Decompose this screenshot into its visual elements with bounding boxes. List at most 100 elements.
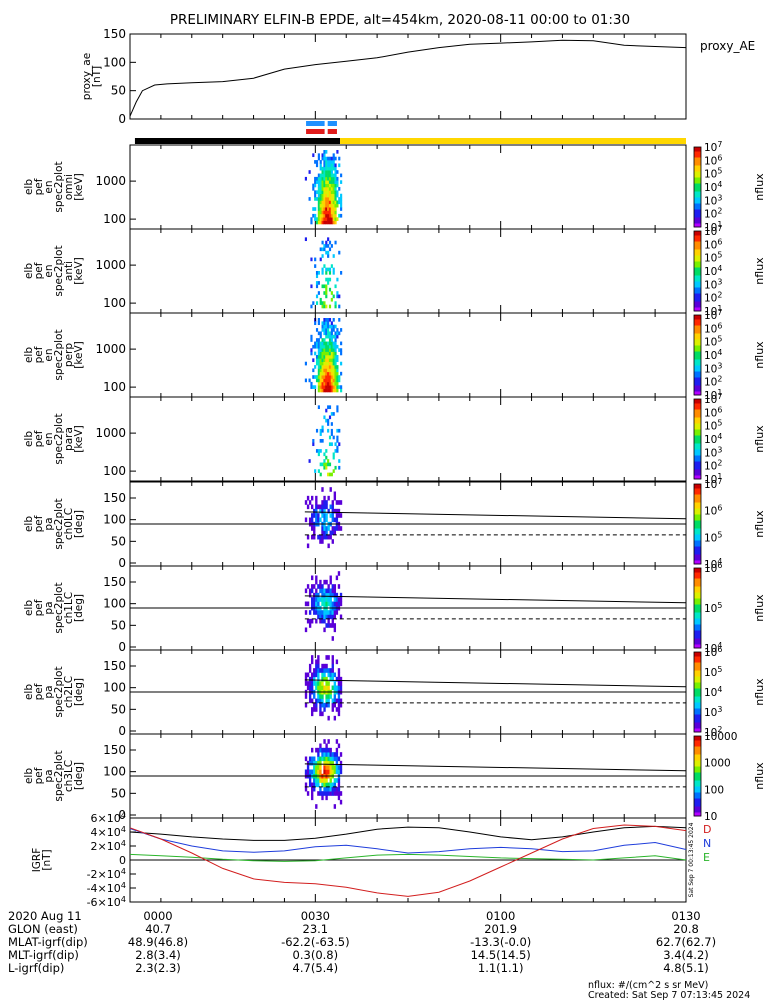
spectrogram-cell (328, 277, 332, 282)
spectrogram-cell (323, 588, 326, 594)
spectrogram-cell (332, 351, 335, 356)
spectrogram-cell (329, 534, 332, 540)
spectrogram-cell (327, 769, 330, 775)
spectrogram-cell (323, 707, 326, 712)
spectrogram-cell (334, 187, 337, 191)
panel-frame (129, 312, 687, 398)
spectrogram-cell (321, 338, 324, 342)
spectrogram-cell (339, 601, 343, 607)
spectrogram-cell (319, 508, 322, 514)
spectrogram-cell (323, 176, 326, 181)
colorbar-tick-label: 104 (704, 685, 722, 699)
colorbar-segment (694, 738, 701, 741)
spectrogram-cell (332, 344, 335, 349)
spectrogram-cell (313, 508, 316, 514)
footer-value: 0100 (486, 909, 515, 923)
y-tick-label: 150 (103, 575, 126, 589)
colorbar-segment (694, 275, 701, 278)
spectrogram-cell (330, 176, 333, 181)
spectrogram-cell (333, 752, 337, 757)
spectrogram-cell (319, 183, 322, 188)
colorbar-segment (694, 281, 701, 284)
footer-value: 0.3(0.8) (293, 948, 339, 962)
spectrogram-cell (328, 166, 332, 171)
spectrogram-cell (333, 756, 337, 762)
spectrogram-cell (325, 368, 328, 373)
spectrogram-cell (323, 173, 326, 178)
spectrogram-cell (338, 156, 341, 161)
spectrogram-cell (339, 752, 343, 757)
spectrogram-cell (325, 291, 328, 295)
spectrogram-cell (315, 610, 318, 615)
spectrogram-cell (323, 160, 326, 164)
axis-title-line: spec2plot (53, 498, 65, 549)
spectrogram-cell (325, 517, 328, 523)
colorbar-segment (694, 351, 701, 354)
spectrogram-cell (314, 341, 317, 346)
colorbar-segment (694, 239, 701, 242)
y-tick-label: 0 (118, 808, 126, 822)
y-tick-label: 100 (103, 212, 126, 226)
spectrogram-cell (313, 782, 316, 788)
spectrogram-cell (317, 659, 320, 665)
spectrogram-cell (330, 331, 333, 336)
proxy-ae-frame (129, 33, 687, 120)
y-tick-label: 50 (111, 534, 126, 548)
spectrogram-cell (315, 579, 318, 585)
spectrogram-cell (319, 702, 322, 708)
spectrogram-cell (321, 197, 324, 201)
spectrogram-cell (321, 694, 324, 699)
colorbar-segment (694, 646, 701, 649)
spectrogram-cell (327, 534, 330, 540)
spectrogram-cell (325, 786, 328, 792)
energy-panel: 1001000elbpefenspec2plotanti[keV]1011021… (23, 224, 766, 318)
spectrogram-cell (308, 668, 312, 673)
colorbar-segment (694, 598, 701, 601)
spectrogram-cell (336, 378, 339, 383)
spectrogram-cell (317, 681, 320, 686)
spectrogram-cell (313, 702, 316, 708)
spectrogram-cell (336, 203, 339, 208)
colorbar-segment (694, 177, 701, 180)
colorbar-tick-label: 107 (704, 140, 722, 154)
spectrogram-cell (325, 197, 328, 201)
spectrogram-cell (323, 318, 326, 322)
spectrogram-cell (308, 378, 311, 383)
spectrogram-cell (336, 328, 339, 332)
colorbar-segment (694, 459, 701, 462)
spectrogram-cell (337, 795, 341, 801)
colorbar-segment (694, 788, 701, 791)
spectrogram-cell (317, 361, 320, 366)
colorbar-segment (694, 245, 701, 248)
spectrogram-cell (317, 180, 320, 184)
loss-cone-line (304, 679, 687, 688)
spectrogram-cell (327, 782, 330, 788)
spectrogram-cell (321, 328, 324, 332)
colorbar-segment (694, 548, 701, 551)
spectrogram-cell (306, 685, 310, 691)
colorbar-segment (694, 496, 701, 499)
spectrogram-cell (308, 592, 312, 598)
spectrogram-cell (315, 176, 319, 181)
spectrogram-cell (327, 584, 330, 589)
colorbar-segment (694, 680, 701, 683)
spectrogram-cell (314, 193, 317, 198)
spectrogram-cell (325, 187, 328, 191)
spectrogram-cell (327, 237, 330, 242)
spectrogram-cell (321, 210, 324, 215)
spectrogram-cell (332, 187, 335, 191)
spectrogram-cell (328, 163, 332, 168)
spectrogram-cell (334, 200, 337, 205)
spectrogram-cell (315, 197, 319, 201)
spectrogram-cell (329, 623, 332, 628)
spectrogram-cell (314, 264, 317, 268)
colorbar-tick-label: 103 (704, 277, 722, 291)
spectrogram-cell (313, 681, 316, 686)
colorbar-segment (694, 528, 701, 531)
spectrogram-cell (327, 694, 330, 699)
spectrogram-cell (338, 442, 341, 447)
spectrogram-cell (330, 351, 333, 356)
colorbar-tick-label: 105 (704, 335, 722, 349)
